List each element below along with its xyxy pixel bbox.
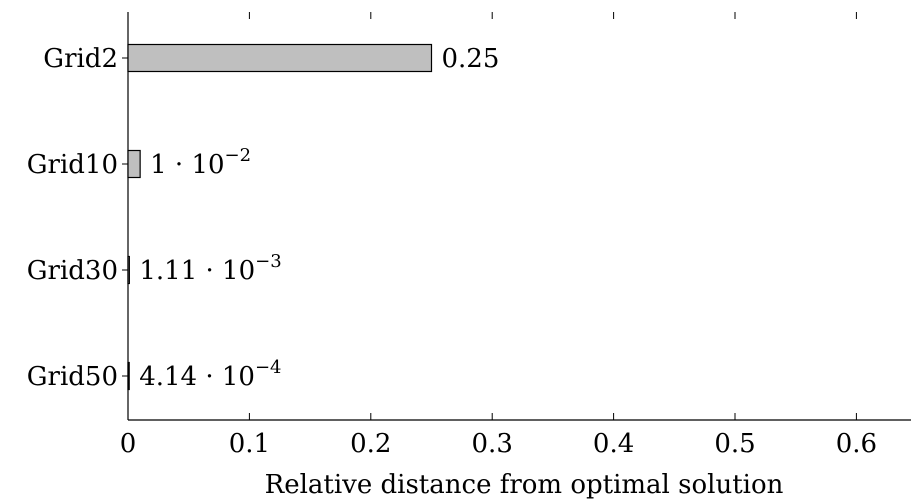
x-tick-label: 0.1: [229, 429, 270, 459]
data-label-mantissa: 1.11 · 10: [139, 256, 255, 286]
data-label-exponent: −3: [255, 251, 282, 272]
data-label-mantissa: 0.25: [442, 44, 500, 74]
bar: [127, 255, 130, 285]
bar: [127, 43, 433, 73]
bars: [127, 43, 433, 391]
bottom-ticks: [127, 413, 857, 420]
data-label: 1.11 · 10−3: [139, 251, 281, 286]
bar: [127, 149, 141, 179]
category-label: Grid30: [27, 256, 118, 286]
x-tick-labels: 0 0.1 0.2 0.3 0.4 0.5 0.6: [120, 429, 877, 459]
x-tick-label: 0.2: [350, 429, 391, 459]
data-labels: 0.25 1 · 10−2 1.11 · 10−3 4.14 · 10−4: [139, 44, 499, 392]
x-tick-label: 0: [120, 429, 137, 459]
top-ticks: [127, 12, 857, 19]
data-label-mantissa: 4.14 · 10: [139, 362, 255, 392]
x-tick-label: 0.4: [593, 429, 634, 459]
x-tick-label: 0.3: [472, 429, 513, 459]
category-label: Grid2: [43, 44, 118, 74]
data-label: 1 · 10−2: [150, 145, 251, 180]
bar: [127, 361, 130, 391]
x-tick-label: 0.6: [836, 429, 877, 459]
x-axis-title: Relative distance from optimal solution: [265, 470, 784, 500]
category-ticks: [122, 57, 128, 377]
category-label: Grid10: [27, 150, 118, 180]
category-label: Grid50: [27, 362, 118, 392]
data-label: 0.25: [442, 44, 500, 74]
data-label-mantissa: 1 · 10: [150, 150, 224, 180]
data-label-exponent: −2: [225, 145, 252, 166]
x-tick-label: 0.5: [714, 429, 755, 459]
data-label-exponent: −4: [255, 357, 282, 378]
data-label: 4.14 · 10−4: [139, 357, 281, 392]
category-labels: Grid2 Grid10 Grid30 Grid50: [27, 44, 118, 392]
